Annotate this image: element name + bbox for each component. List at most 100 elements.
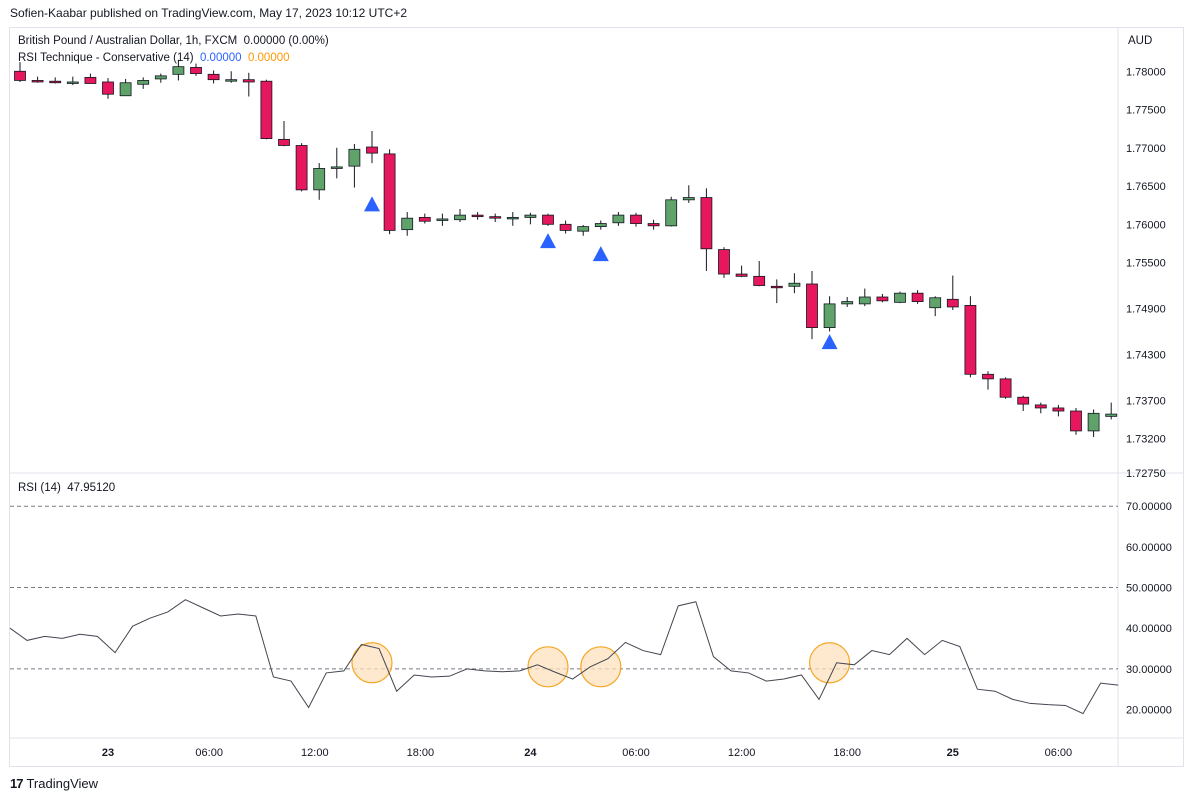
candle-bullish[interactable] [524, 214, 537, 218]
currency-label: AUD [1128, 35, 1153, 47]
price-axis-tick-label: 1.72750 [1126, 468, 1166, 480]
time-axis-tick-label: 23 [102, 747, 114, 759]
candle-bullish[interactable] [330, 166, 343, 169]
candle-bullish[interactable] [823, 303, 836, 329]
candle-bearish[interactable] [946, 298, 959, 308]
time-axis-tick-label: 12:00 [728, 747, 756, 759]
buy-signal-triangle[interactable] [540, 233, 556, 249]
tradingview-brand: TradingView [26, 776, 99, 791]
candle-bearish[interactable] [49, 80, 62, 84]
candle-bearish[interactable] [366, 146, 378, 154]
published-by-text: Sofien-Kaabar published on TradingView.c… [10, 6, 408, 20]
candle-bullish[interactable] [313, 168, 326, 191]
candle-bullish[interactable] [858, 296, 871, 305]
rsi-signal-highlight-circle[interactable] [580, 646, 622, 688]
candle-bullish[interactable] [1087, 412, 1100, 432]
candle-bearish[interactable] [102, 81, 114, 95]
candle-bullish[interactable] [929, 297, 942, 309]
buy-signal-triangle[interactable] [592, 246, 609, 262]
candle-bullish[interactable] [401, 217, 414, 231]
symbol-legend: British Pound / Australian Dollar, 1h, F… [18, 35, 329, 47]
symbol-label[interactable]: British Pound / Australian Dollar, 1h, F… [18, 35, 238, 47]
rsi-axis-tick-label: 50.00000 [1126, 583, 1172, 595]
rsi-signal-highlight-circle[interactable] [351, 642, 393, 684]
candle-bearish[interactable] [383, 153, 396, 231]
candle-bearish[interactable] [242, 79, 255, 83]
candle-bullish[interactable] [154, 75, 167, 80]
tradingview-logo-icon: 17 [10, 776, 24, 791]
price-axis-tick-label: 1.75500 [1126, 258, 1166, 270]
candle-bullish[interactable] [788, 282, 801, 287]
candle-bearish[interactable] [84, 76, 97, 84]
time-axis-tick-label: 18:00 [407, 747, 435, 759]
candle-bearish[interactable] [770, 285, 783, 289]
candle-bullish[interactable] [436, 218, 449, 221]
candle-bearish[interactable] [876, 296, 889, 302]
candle-bearish[interactable] [260, 80, 273, 139]
candle-bullish[interactable] [137, 80, 150, 85]
candle-bullish[interactable] [594, 223, 607, 227]
candle-bearish[interactable] [1070, 410, 1082, 432]
symbol-value: 0.00000 (0.00%) [243, 35, 329, 47]
candle-bearish[interactable] [1034, 404, 1047, 409]
candle-bullish[interactable] [841, 301, 854, 305]
candle-bearish[interactable] [964, 305, 977, 375]
rsi-label[interactable]: RSI (14) [18, 482, 61, 494]
candle-bearish[interactable] [1052, 407, 1065, 412]
candle-bearish[interactable] [559, 223, 572, 231]
price-axis-tick-label: 1.73200 [1126, 434, 1166, 446]
chart-frame [9, 27, 1184, 767]
candle-bullish[interactable] [665, 199, 678, 227]
candle-bullish[interactable] [577, 226, 590, 232]
indicator-value-2: 0.00000 [247, 52, 290, 64]
candle-bearish[interactable] [190, 67, 202, 74]
rsi-line[interactable] [9, 599, 1119, 715]
buy-signal-triangle[interactable] [821, 334, 838, 350]
price-axis-tick-label: 1.76500 [1126, 181, 1166, 193]
time-axis-tick-label: 25 [947, 747, 959, 759]
candle-bearish[interactable] [31, 80, 44, 83]
time-axis-tick-label: 12:00 [301, 747, 329, 759]
candle-bullish[interactable] [1105, 413, 1118, 417]
candle-bearish[interactable] [489, 216, 502, 219]
candle-bearish[interactable] [735, 273, 748, 277]
candle-bullish[interactable] [66, 81, 79, 84]
candle-bearish[interactable] [207, 73, 220, 81]
candle-bearish[interactable] [806, 283, 818, 329]
price-axis-tick-label: 1.77500 [1126, 105, 1166, 117]
candle-bullish[interactable] [225, 79, 238, 82]
candle-bearish[interactable] [630, 214, 642, 224]
candle-bearish[interactable] [471, 214, 484, 218]
candle-bearish[interactable] [700, 197, 713, 250]
candle-bearish[interactable] [999, 378, 1012, 398]
candle-bearish[interactable] [278, 138, 290, 146]
candle-bearish[interactable] [911, 292, 924, 302]
price-axis-tick-label: 1.77000 [1126, 143, 1166, 155]
candle-bearish[interactable] [982, 373, 994, 380]
rsi-signal-highlight-circle[interactable] [808, 642, 851, 684]
candle-bullish[interactable] [506, 217, 519, 220]
indicator-label[interactable]: RSI Technique - Conservative (14) [18, 52, 194, 64]
time-axis-tick-label: 24 [524, 747, 537, 759]
candle-bullish[interactable] [682, 197, 695, 201]
candle-bullish[interactable] [454, 214, 466, 221]
candle-bullish[interactable] [612, 214, 625, 224]
candle-bearish[interactable] [718, 249, 730, 275]
candle-bearish[interactable] [1017, 396, 1030, 405]
candle-bearish[interactable] [753, 275, 766, 286]
candle-bullish[interactable] [894, 292, 906, 303]
candle-bullish[interactable] [348, 148, 361, 167]
rsi-axis-tick-label: 30.00000 [1126, 664, 1172, 676]
tradingview-logo[interactable]: 17 TradingView [10, 776, 98, 791]
candle-bullish[interactable] [119, 82, 132, 97]
candle-bearish[interactable] [418, 217, 431, 222]
rsi-axis-tick-label: 70.00000 [1126, 501, 1172, 513]
candle-bearish[interactable] [542, 214, 554, 225]
buy-signal-triangle[interactable] [364, 196, 380, 212]
candle-bullish[interactable] [172, 66, 185, 75]
rsi-signal-highlight-circle[interactable] [527, 646, 569, 688]
candle-bearish[interactable] [295, 145, 308, 191]
candle-bearish[interactable] [647, 223, 660, 227]
candle-bearish[interactable] [14, 70, 26, 81]
